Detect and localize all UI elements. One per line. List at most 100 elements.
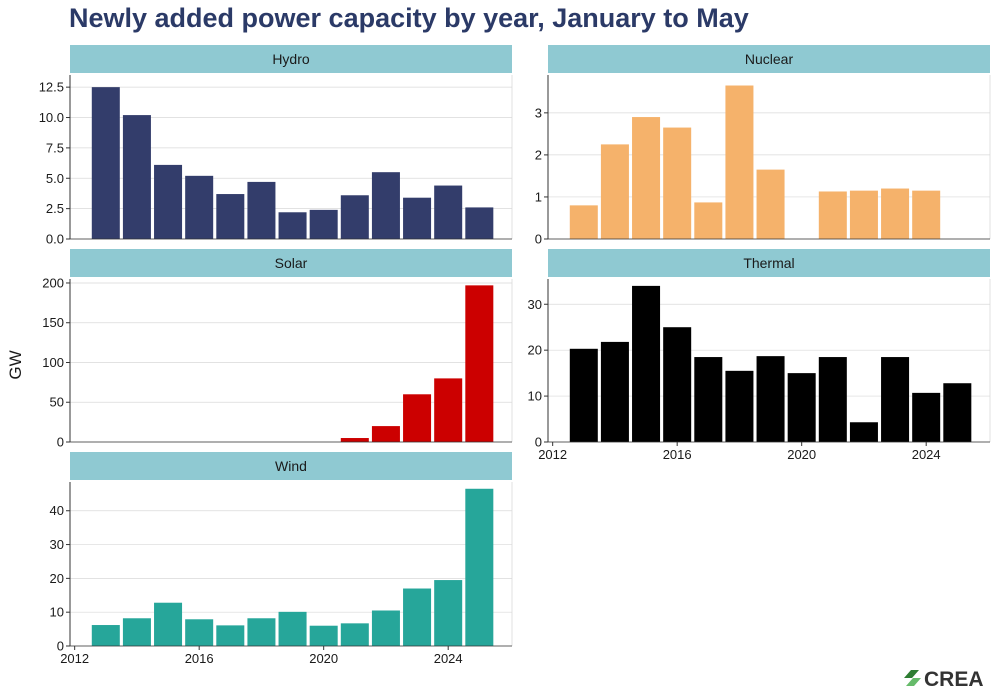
bar-thermal-2016	[663, 327, 692, 442]
y-tick-label: 150	[42, 315, 64, 330]
bar-nuclear-2022	[849, 190, 878, 239]
y-tick-label: 3	[535, 105, 542, 120]
bar-nuclear-2019	[756, 169, 785, 239]
y-tick-label: 10.0	[39, 110, 64, 125]
bar-thermal-2024	[912, 392, 941, 442]
bar-wind-2020	[309, 625, 338, 646]
bar-solar-2021	[340, 438, 369, 442]
x-tick-label: 2024	[912, 447, 941, 462]
bar-nuclear-2021	[818, 191, 847, 239]
bar-thermal-2019	[756, 356, 785, 442]
facet-strip	[548, 249, 990, 277]
bar-wind-2016	[185, 619, 214, 646]
bar-hydro-2024	[434, 185, 463, 239]
bar-hydro-2020	[309, 209, 338, 239]
crea-logo: CREA	[904, 668, 984, 691]
y-tick-label: 0	[57, 639, 64, 654]
bar-hydro-2015	[154, 164, 183, 239]
bar-wind-2018	[247, 618, 276, 646]
y-tick-label: 40	[50, 503, 64, 518]
bar-wind-2021	[340, 623, 369, 646]
bar-wind-2013	[91, 625, 120, 646]
bar-thermal-2013	[569, 348, 598, 442]
bar-nuclear-2016	[663, 127, 692, 239]
bar-nuclear-2023	[881, 188, 910, 239]
bar-hydro-2019	[278, 212, 307, 239]
bar-wind-2025	[465, 488, 494, 646]
x-tick-label: 2020	[787, 447, 816, 462]
y-tick-label: 30	[528, 297, 542, 312]
y-tick-label: 10	[528, 389, 542, 404]
bar-hydro-2018	[247, 181, 276, 239]
bar-hydro-2022	[371, 172, 400, 239]
y-tick-label: 100	[42, 355, 64, 370]
bar-hydro-2017	[216, 194, 245, 239]
bar-hydro-2013	[91, 87, 120, 239]
bar-hydro-2025	[465, 207, 494, 239]
bar-wind-2014	[122, 618, 151, 646]
y-tick-label: 0	[535, 435, 542, 450]
y-tick-label: 2	[535, 147, 542, 162]
y-tick-label: 20	[528, 343, 542, 358]
bar-solar-2022	[371, 426, 400, 442]
x-tick-label: 2016	[663, 447, 692, 462]
bar-wind-2024	[434, 580, 463, 646]
bar-nuclear-2013	[569, 205, 598, 239]
bar-thermal-2023	[881, 357, 910, 442]
bar-solar-2025	[465, 285, 494, 442]
bar-nuclear-2015	[632, 117, 661, 239]
bar-hydro-2021	[340, 195, 369, 239]
x-tick-label: 2016	[185, 651, 214, 666]
bar-nuclear-2017	[694, 202, 723, 239]
bar-wind-2017	[216, 625, 245, 646]
y-tick-label: 200	[42, 275, 64, 290]
bar-nuclear-2024	[912, 190, 941, 239]
y-tick-label: 50	[50, 395, 64, 410]
bar-thermal-2025	[943, 383, 972, 442]
x-tick-label: 2012	[60, 651, 89, 666]
y-tick-label: 10	[50, 605, 64, 620]
facet-strip	[70, 452, 512, 480]
bar-thermal-2015	[632, 285, 661, 442]
bar-solar-2023	[403, 394, 432, 442]
facet-label: Hydro	[272, 51, 310, 67]
bar-wind-2019	[278, 611, 307, 646]
y-tick-label: 0	[57, 435, 64, 450]
bar-thermal-2022	[849, 422, 878, 442]
y-tick-label: 30	[50, 537, 64, 552]
y-tick-label: 12.5	[39, 80, 64, 95]
bar-thermal-2017	[694, 357, 723, 442]
facet-strip	[548, 45, 990, 73]
x-tick-label: 2020	[309, 651, 338, 666]
chart-title: Newly added power capacity by year, Janu…	[69, 3, 749, 33]
y-tick-label: 0.0	[46, 232, 64, 247]
y-tick-label: 7.5	[46, 140, 64, 155]
facet-label: Wind	[275, 458, 307, 474]
facet-strip	[70, 45, 512, 73]
y-axis-label: GW	[6, 350, 25, 379]
bar-thermal-2021	[818, 357, 847, 442]
facet-label: Thermal	[743, 255, 794, 271]
x-tick-label: 2024	[434, 651, 463, 666]
bar-thermal-2014	[600, 341, 629, 442]
bar-nuclear-2014	[600, 144, 629, 239]
bar-thermal-2018	[725, 370, 754, 442]
bar-wind-2022	[371, 610, 400, 646]
bar-hydro-2016	[185, 175, 214, 239]
bar-thermal-2020	[787, 373, 816, 442]
bar-wind-2023	[403, 588, 432, 646]
y-tick-label: 0	[535, 232, 542, 247]
bar-wind-2015	[154, 602, 183, 646]
x-tick-label: 2012	[538, 447, 567, 462]
bar-hydro-2014	[122, 115, 151, 239]
facet-label: Solar	[275, 255, 308, 271]
y-tick-label: 1	[535, 189, 542, 204]
facet-strip	[70, 249, 512, 277]
y-tick-label: 2.5	[46, 201, 64, 216]
bar-solar-2024	[434, 378, 463, 442]
bar-nuclear-2018	[725, 85, 754, 239]
y-tick-label: 20	[50, 571, 64, 586]
bar-hydro-2023	[403, 197, 432, 239]
leaf-icon	[904, 670, 921, 686]
